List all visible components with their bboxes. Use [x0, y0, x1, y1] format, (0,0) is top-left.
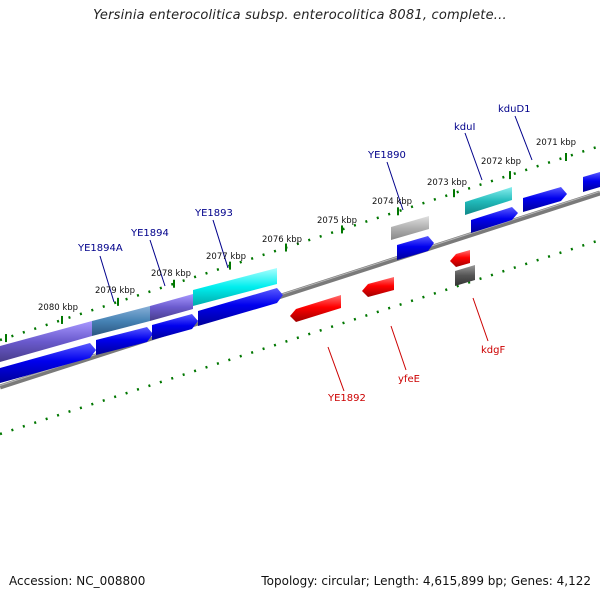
gene-block-dark[interactable] — [455, 265, 475, 286]
accession-text: Accession: NC_008800 — [9, 574, 146, 588]
gene-arrow-reverse[interactable] — [450, 250, 470, 267]
scale-label: 2072 kbp — [481, 157, 521, 167]
scale-label: 2076 kbp — [262, 235, 302, 245]
gene-label-reverse[interactable]: YE1892 — [327, 393, 366, 404]
gene-arrow-reverse[interactable] — [362, 277, 394, 297]
gene-label-forward[interactable]: kduD1 — [498, 104, 531, 115]
feature-bar-gray — [391, 216, 429, 240]
scale-label: 2074 kbp — [372, 197, 412, 207]
major-ticks — [5, 152, 567, 343]
gene-label-forward[interactable]: YE1894A — [77, 243, 123, 254]
genome-backbone — [0, 190, 600, 390]
gene-label-forward[interactable]: YE1893 — [194, 208, 233, 219]
scale-label: 2077 kbp — [206, 252, 246, 262]
scale-label: 2071 kbp — [536, 138, 576, 148]
forward-gene-track — [0, 172, 600, 383]
scale-label: 2075 kbp — [317, 216, 357, 226]
gene-arrow-forward[interactable] — [523, 187, 567, 212]
scale-label: 2073 kbp — [427, 178, 467, 188]
gene-arrow-forward[interactable] — [198, 288, 283, 326]
genome-summary-text: Topology: circular; Length: 4,615,899 bp… — [261, 574, 591, 588]
gene-arrow-reverse[interactable] — [290, 295, 341, 322]
gene-label-forward[interactable]: kduI — [454, 122, 475, 133]
feature-track — [0, 187, 512, 362]
feature-bar-purple — [0, 321, 92, 362]
feature-bar-cyan — [193, 268, 277, 306]
reverse-gene-track — [290, 250, 475, 322]
gene-arrow-forward[interactable] — [96, 327, 153, 355]
inner-scale-ruler — [0, 238, 600, 436]
scale-label: 2079 kbp — [95, 286, 135, 296]
gene-label-forward[interactable]: YE1894 — [130, 228, 169, 239]
gene-arrow-forward[interactable] — [397, 236, 434, 260]
scale-label: 2078 kbp — [151, 269, 191, 279]
gene-label-reverse[interactable]: kdgF — [481, 345, 505, 356]
gene-label-forward[interactable]: YE1890 — [367, 150, 406, 161]
gene-arrow-forward[interactable] — [471, 207, 518, 233]
label-connectors — [99, 115, 533, 392]
feature-bar-teal — [465, 187, 512, 215]
gene-label-reverse[interactable]: yfeE — [398, 374, 420, 385]
map-title: Yersinia enterocolitica subsp. enterocol… — [93, 8, 507, 23]
feature-bar-steel — [92, 306, 150, 336]
feature-bar-purple-2 — [150, 294, 193, 321]
gene-arrow-forward[interactable] — [0, 343, 96, 383]
gene-arrow-forward[interactable] — [152, 314, 198, 340]
scale-label: 2080 kbp — [38, 303, 78, 313]
gene-arrow-forward[interactable] — [583, 172, 600, 192]
